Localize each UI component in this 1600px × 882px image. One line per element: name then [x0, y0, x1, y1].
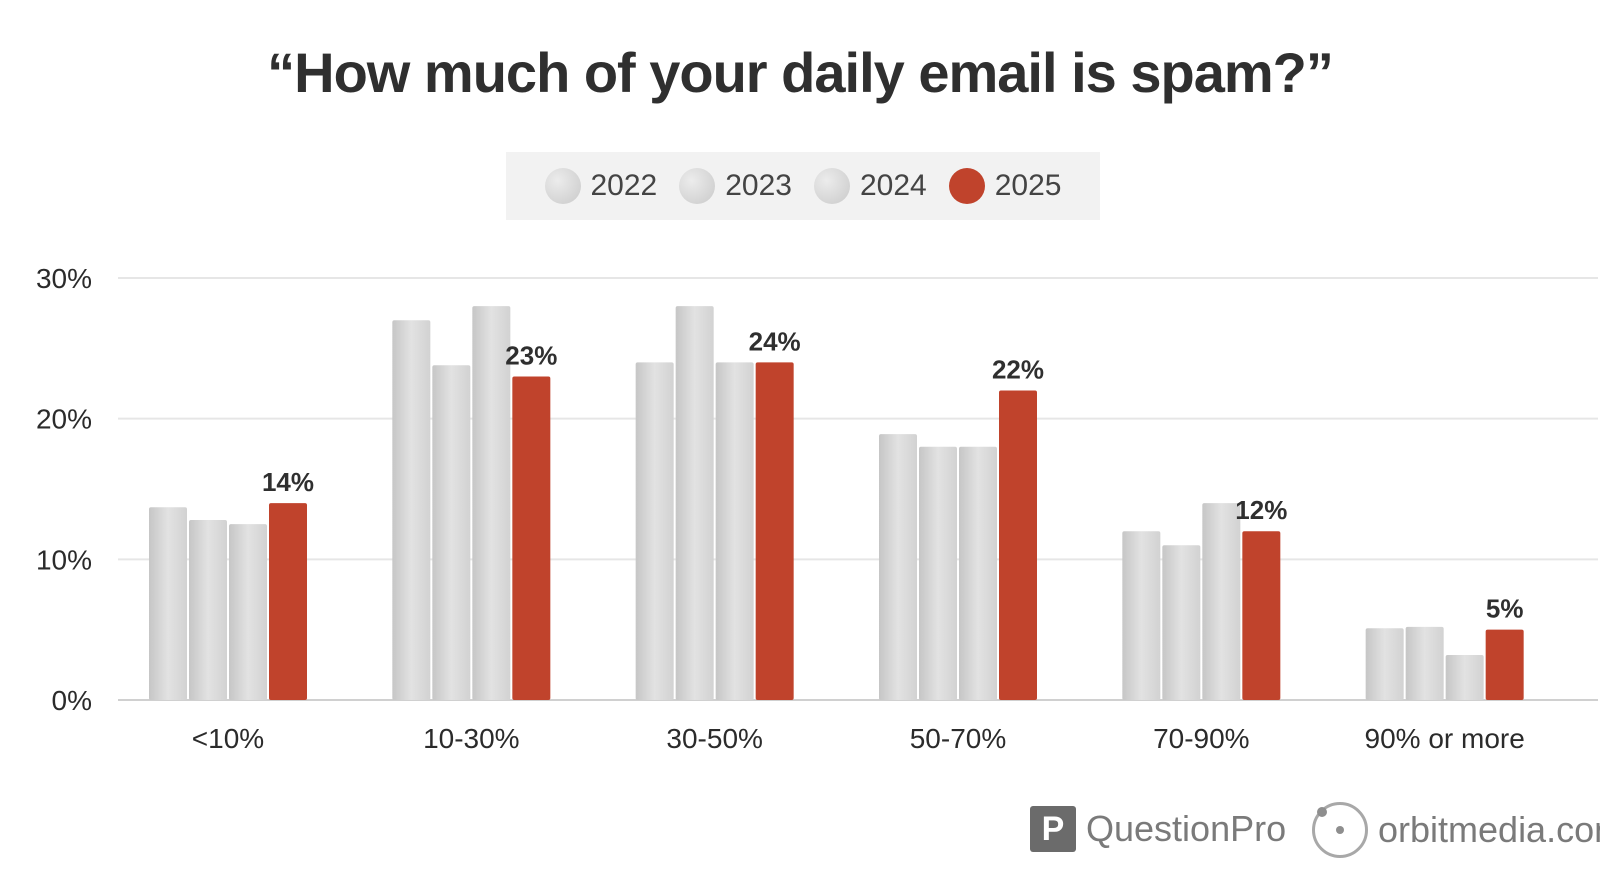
legend-swatch-icon	[948, 168, 985, 204]
gridlines	[118, 277, 1598, 701]
bar-2023-4	[1162, 545, 1201, 700]
orbit-logo-icon	[1312, 802, 1368, 858]
chart-legend: 2022 2023 2024 2025	[506, 152, 1100, 220]
legend-swatch-icon	[814, 168, 850, 204]
y-tick-label: 10%	[36, 544, 92, 575]
bar-2023-1	[432, 365, 471, 700]
y-axis-ticks: 0% 10% 20% 30%	[36, 263, 92, 716]
legend-item-2024: 2024	[814, 168, 927, 204]
bar-2022-3	[879, 434, 917, 700]
x-category-label: 90% or more	[1365, 723, 1525, 754]
x-category-label: 50-70%	[910, 723, 1007, 754]
bar-2025-2	[755, 362, 794, 700]
bar-2024-2	[715, 362, 754, 700]
bar-2025-4	[1242, 531, 1281, 700]
data-label: 24%	[749, 326, 801, 356]
y-tick-label: 30%	[36, 263, 92, 294]
bar-2024-5	[1445, 654, 1484, 700]
legend-item-2025: 2025	[948, 168, 1062, 204]
legend-label-2025: 2025	[994, 169, 1062, 202]
legend-item-2023: 2023	[679, 168, 792, 204]
bar-2024-0	[229, 524, 267, 700]
x-category-label: <10%	[192, 723, 264, 754]
legend-swatch-icon	[544, 168, 581, 204]
legend-label-2022: 2022	[590, 169, 658, 202]
data-label: 23%	[505, 340, 557, 370]
x-category-label: 30-50%	[666, 723, 763, 754]
bar-2025-3	[999, 390, 1037, 700]
legend-item-2022: 2022	[544, 168, 658, 204]
bar-2024-1	[472, 306, 511, 700]
legend-label-2024: 2024	[860, 169, 927, 202]
questionpro-logo-icon: P	[1030, 806, 1076, 852]
bar-2024-3	[959, 446, 997, 700]
bar-2022-1	[392, 320, 431, 700]
x-category-label: 10-30%	[423, 723, 520, 754]
bar-2022-0	[149, 507, 187, 700]
data-label: 5%	[1486, 594, 1524, 624]
y-tick-label: 20%	[36, 404, 92, 435]
bar-2023-3	[919, 446, 957, 700]
data-label: 22%	[992, 355, 1044, 385]
bar-2025-1	[512, 376, 551, 700]
bar-2025-5	[1485, 629, 1524, 700]
x-category-label: 70-90%	[1153, 723, 1250, 754]
x-axis-categories: <10% 10-30% 30-50% 50-70% 70-90% 90% or more	[192, 723, 1525, 754]
questionpro-brand: P QuestionPro	[1030, 806, 1286, 852]
data-label: 12%	[1235, 495, 1287, 525]
bar-2022-5	[1365, 628, 1404, 700]
orbitmedia-wordmark: orbitmedia.com	[1378, 809, 1600, 850]
bar-2022-4	[1122, 531, 1161, 700]
bar-2023-0	[189, 519, 227, 700]
orbitmedia-brand: orbitmedia.com	[1312, 802, 1600, 858]
y-tick-label: 0%	[52, 685, 92, 716]
chart-title: “How much of your daily email is spam?”	[267, 41, 1334, 104]
bar-2023-2	[675, 306, 714, 700]
legend-label-2023: 2023	[725, 169, 792, 202]
questionpro-wordmark: QuestionPro	[1086, 808, 1287, 849]
bar-2022-2	[635, 362, 674, 700]
legend-swatch-icon	[679, 168, 716, 204]
data-label: 14%	[262, 467, 314, 497]
data-labels: 14% 23% 24% 22% 12% 5%	[262, 326, 1523, 623]
bars	[149, 306, 1524, 700]
bar-2024-4	[1202, 503, 1241, 700]
bar-2025-0	[269, 503, 307, 700]
bar-2023-5	[1405, 626, 1444, 700]
